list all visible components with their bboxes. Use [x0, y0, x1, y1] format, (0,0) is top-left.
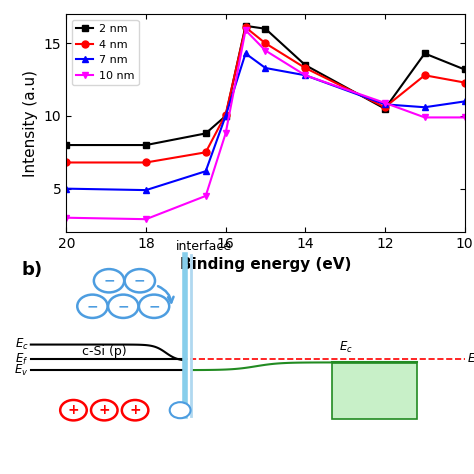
Circle shape — [122, 400, 148, 420]
Text: −: − — [175, 404, 185, 417]
7 nm — [382, 101, 388, 107]
Text: $E_v$: $E_v$ — [14, 363, 28, 378]
4 nm — [203, 149, 209, 155]
2 nm — [243, 23, 248, 29]
2 nm — [64, 142, 69, 148]
10 nm — [302, 73, 308, 78]
Circle shape — [108, 295, 138, 318]
4 nm — [243, 25, 248, 30]
2 nm — [223, 113, 228, 119]
4 nm — [143, 160, 149, 165]
2 nm — [263, 26, 268, 32]
4 nm — [64, 160, 69, 165]
4 nm — [223, 112, 228, 118]
Text: $E_c$: $E_c$ — [15, 337, 28, 352]
10 nm — [263, 48, 268, 54]
Text: interface: interface — [176, 240, 232, 253]
Circle shape — [77, 295, 108, 318]
7 nm — [143, 187, 149, 193]
4 nm — [462, 80, 467, 85]
2 nm — [422, 51, 428, 56]
Circle shape — [94, 269, 124, 292]
Text: −: − — [87, 299, 98, 313]
Text: c-Si (p): c-Si (p) — [82, 346, 127, 358]
Circle shape — [60, 400, 87, 420]
Line: 2 nm: 2 nm — [63, 22, 468, 148]
Text: b): b) — [21, 261, 43, 279]
4 nm — [422, 73, 428, 78]
7 nm — [302, 73, 308, 78]
Line: 4 nm: 4 nm — [63, 24, 468, 166]
Text: −: − — [148, 299, 160, 313]
Legend: 2 nm, 4 nm, 7 nm, 10 nm: 2 nm, 4 nm, 7 nm, 10 nm — [72, 20, 138, 85]
Text: +: + — [99, 403, 110, 417]
Line: 10 nm: 10 nm — [63, 27, 468, 223]
7 nm — [223, 113, 228, 119]
Text: $E_f$: $E_f$ — [467, 352, 474, 367]
2 nm — [302, 62, 308, 68]
Bar — [332, 363, 417, 419]
10 nm — [422, 115, 428, 120]
Y-axis label: Intensity (a.u): Intensity (a.u) — [23, 70, 38, 177]
Line: 7 nm: 7 nm — [63, 50, 468, 193]
7 nm — [203, 168, 209, 174]
7 nm — [243, 51, 248, 56]
Text: −: − — [103, 274, 115, 288]
7 nm — [64, 186, 69, 191]
Circle shape — [170, 402, 191, 418]
2 nm — [462, 67, 467, 73]
10 nm — [64, 215, 69, 220]
2 nm — [382, 106, 388, 111]
7 nm — [263, 65, 268, 71]
10 nm — [462, 115, 467, 120]
4 nm — [382, 104, 388, 110]
10 nm — [243, 27, 248, 33]
7 nm — [422, 104, 428, 110]
10 nm — [382, 100, 388, 106]
Circle shape — [139, 295, 169, 318]
Text: +: + — [129, 403, 141, 417]
X-axis label: Binding energy (eV): Binding energy (eV) — [180, 257, 351, 272]
Circle shape — [91, 400, 118, 420]
4 nm — [263, 40, 268, 46]
2 nm — [203, 130, 209, 136]
Text: −: − — [118, 299, 129, 313]
Text: −: − — [134, 274, 146, 288]
Circle shape — [125, 269, 155, 292]
4 nm — [302, 65, 308, 71]
10 nm — [223, 130, 228, 136]
10 nm — [203, 193, 209, 199]
Text: $E_c$: $E_c$ — [339, 340, 353, 355]
10 nm — [143, 216, 149, 222]
7 nm — [462, 99, 467, 104]
Text: +: + — [68, 403, 79, 417]
Text: $E_f$: $E_f$ — [15, 352, 28, 367]
2 nm — [143, 142, 149, 148]
